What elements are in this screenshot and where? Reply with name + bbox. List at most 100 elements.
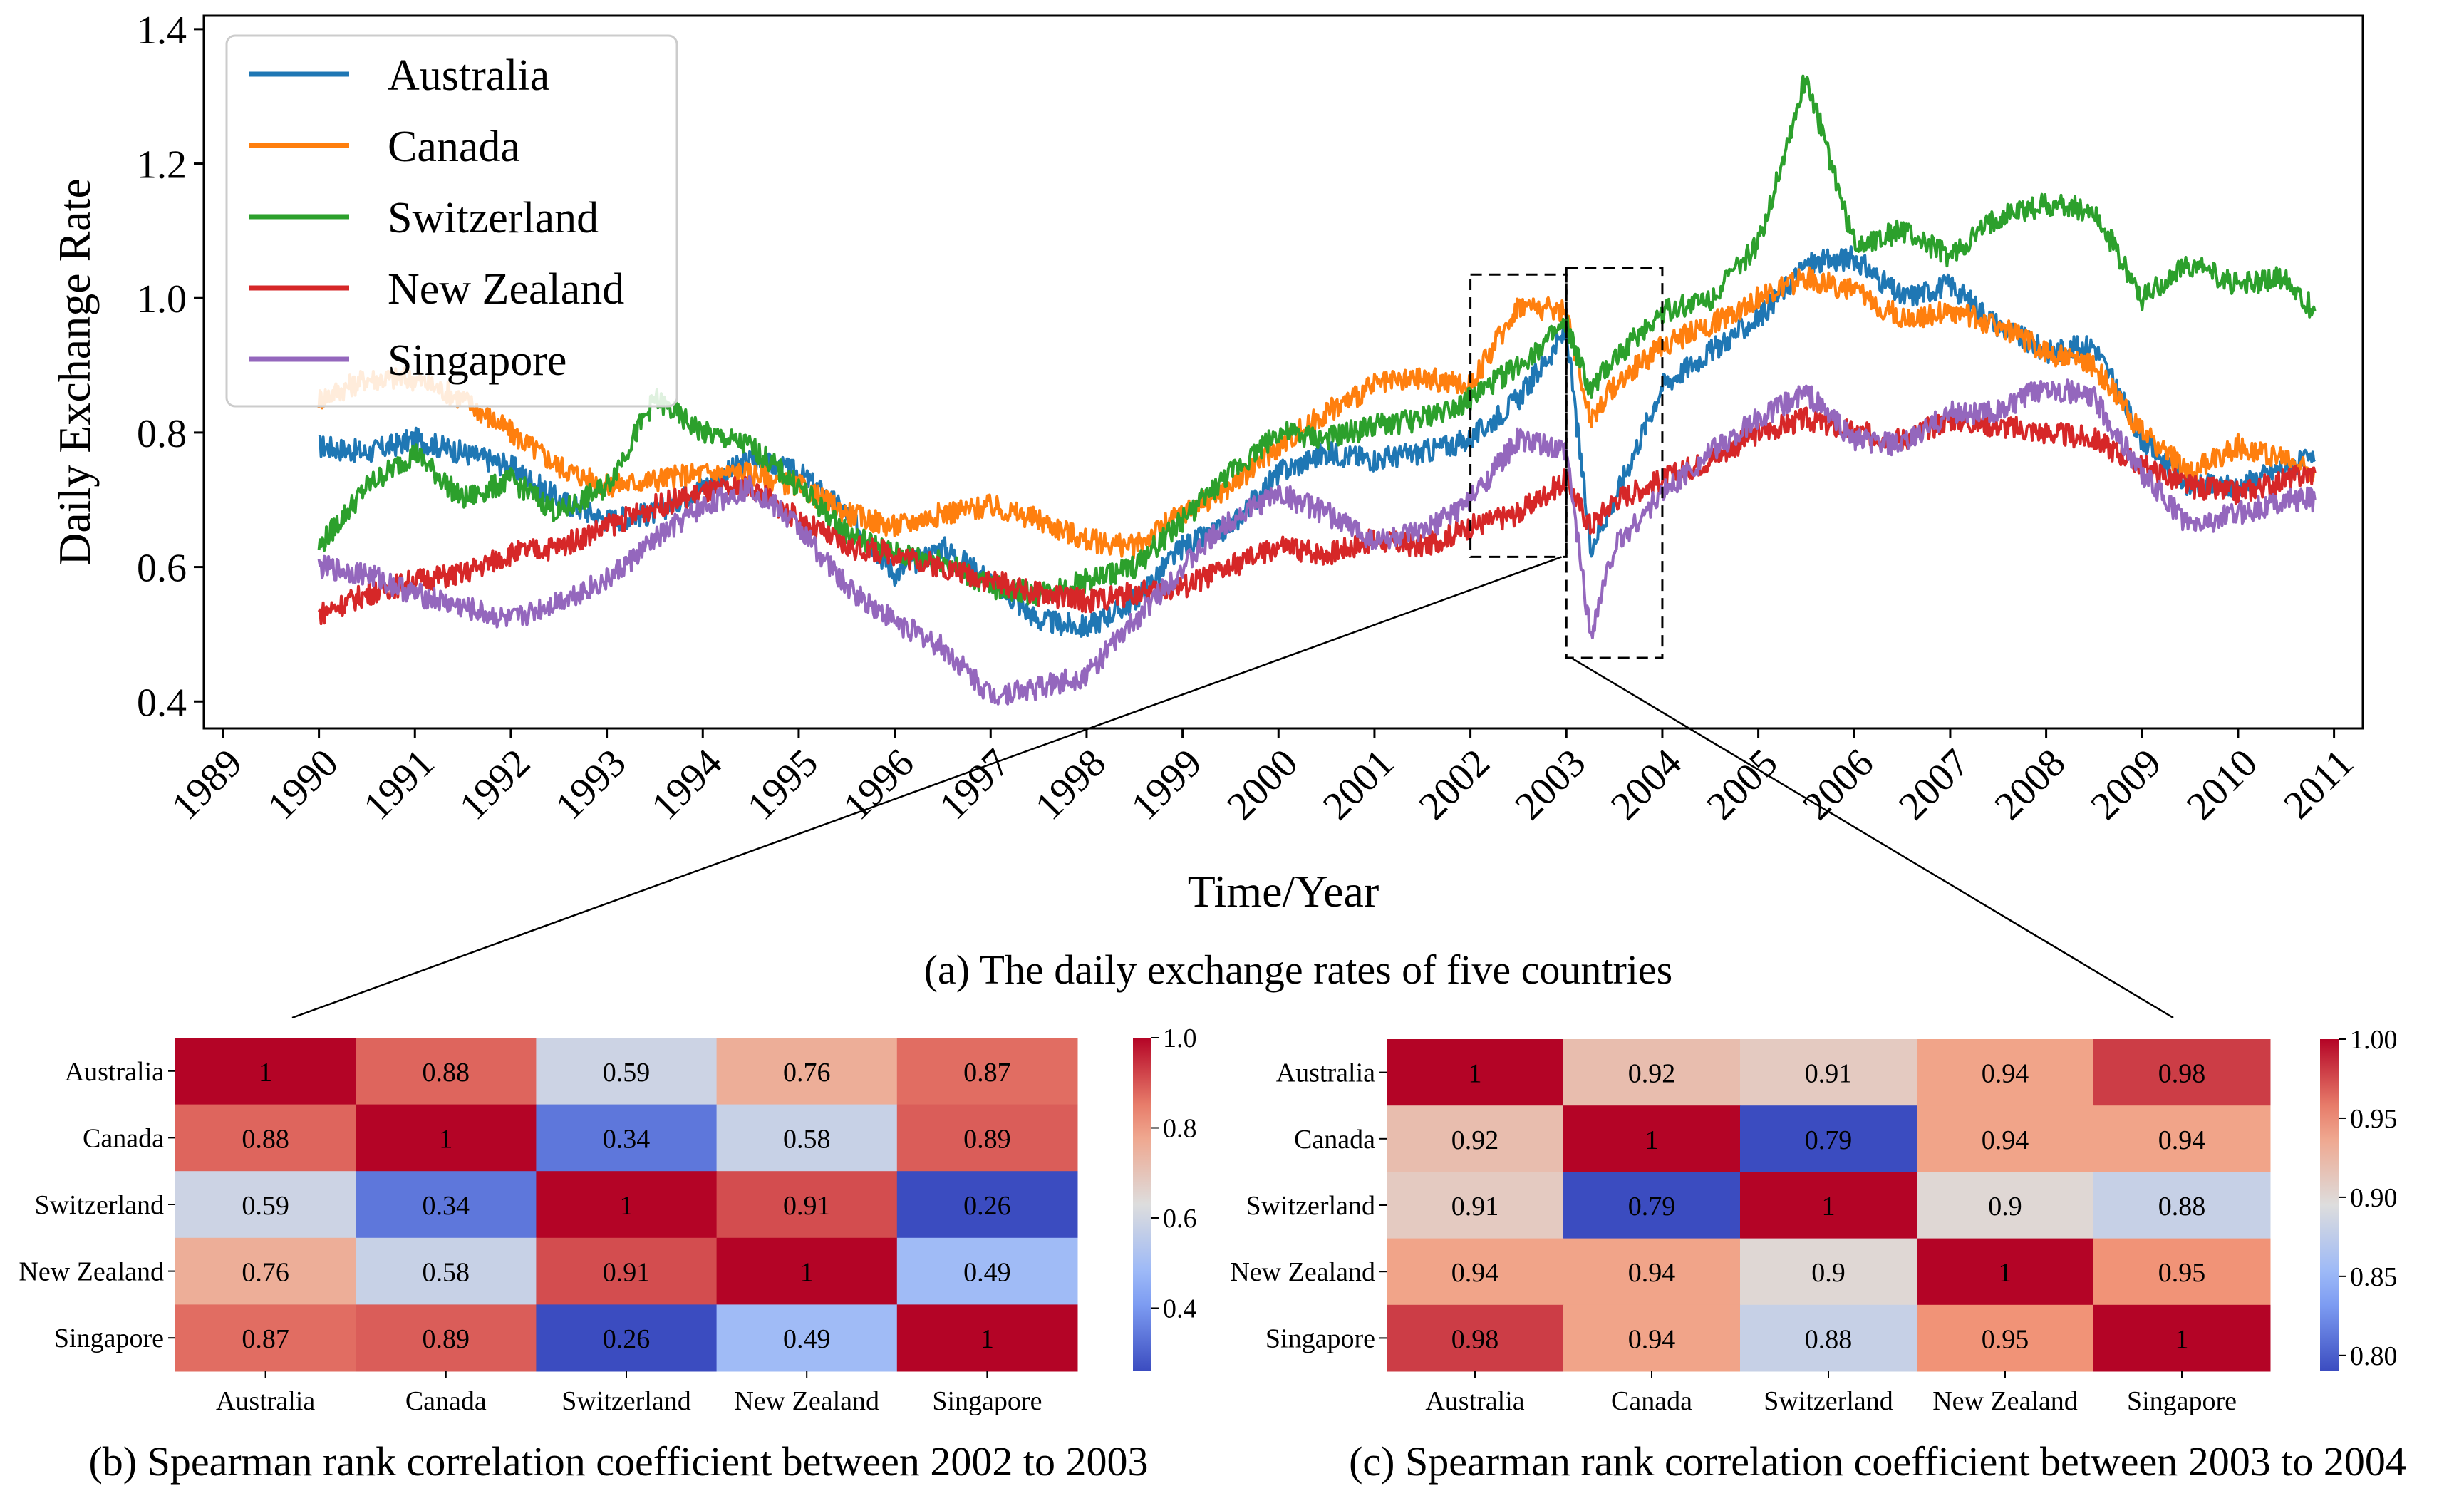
heatmap-cell — [1917, 1039, 2094, 1106]
heatmap-cell — [356, 1104, 537, 1172]
x-tick-label: 1995 — [739, 741, 827, 828]
column-label: New Zealand — [734, 1386, 879, 1416]
x-tick-label: 2005 — [1699, 741, 1786, 828]
heatmap-cell — [175, 1104, 356, 1172]
heatmap-cell-label: 0.95 — [2158, 1258, 2206, 1288]
heatmap-cell-label: 0.58 — [423, 1258, 470, 1288]
x-tick-label: 2003 — [1506, 741, 1594, 828]
x-tick-label: 1994 — [643, 741, 730, 828]
column-label: New Zealand — [1932, 1386, 2078, 1416]
heatmap-cell-label: 0.49 — [783, 1324, 831, 1354]
zoom-connector-lines — [291, 556, 2174, 1019]
heatmap-cell — [356, 1171, 537, 1239]
column-label: Canada — [405, 1386, 487, 1416]
colorbar-tick-label: 0.95 — [2350, 1104, 2398, 1134]
heatmap-cell — [1740, 1238, 1917, 1306]
plot-frame — [202, 14, 2364, 730]
heatmap-cell-label: 0.91 — [603, 1258, 651, 1288]
heatmap-cell — [896, 1038, 1078, 1105]
x-tick-label: 2000 — [1218, 741, 1306, 828]
row-label: Canada — [83, 1123, 164, 1153]
legend-label: Canada — [388, 123, 520, 171]
heatmap-cell — [1740, 1172, 1917, 1239]
heatmap-cell — [1917, 1105, 2094, 1172]
y-tick-label: 0.6 — [137, 547, 187, 591]
heatmap-cell — [1740, 1039, 1917, 1106]
colorbar-tick-label: 0.6 — [1163, 1204, 1197, 1234]
heatmap-cell — [1563, 1304, 1741, 1372]
legend-label: Switzerland — [388, 194, 599, 242]
heatmap-cell-label: 1 — [1822, 1192, 1836, 1222]
x-tick-label: 2006 — [1794, 741, 1882, 828]
heatmap-cell-label: 0.88 — [2158, 1192, 2206, 1222]
heatmap-cell-label: 0.59 — [242, 1191, 289, 1221]
series-line-australia — [318, 245, 2317, 638]
row-label: Switzerland — [1246, 1191, 1375, 1221]
column-label: Switzerland — [561, 1386, 691, 1416]
heatmap-cell-label: 0.98 — [2158, 1059, 2206, 1089]
heatmap-cell-label: 0.91 — [1451, 1192, 1499, 1222]
x-axis-label: Time/Year — [1188, 866, 1379, 917]
heatmap-cell — [1917, 1172, 2094, 1239]
heatmap-cell — [1563, 1172, 1741, 1239]
heatmap-cell — [356, 1304, 537, 1372]
heatmap-cell — [1740, 1105, 1917, 1172]
heatmap-cell — [1917, 1238, 2094, 1306]
heatmap-cell-label: 0.95 — [1982, 1324, 2029, 1354]
y-tick-label: 0.4 — [137, 681, 187, 725]
row-label: New Zealand — [19, 1257, 164, 1287]
heatmap-cell-label: 0.76 — [783, 1058, 831, 1088]
heatmap-cell — [356, 1038, 537, 1105]
column-label: Canada — [1611, 1386, 1692, 1416]
row-label: New Zealand — [1230, 1257, 1375, 1287]
heatmap-cell — [175, 1038, 356, 1105]
x-tick-label: 1992 — [451, 741, 539, 828]
column-label: Australia — [1425, 1386, 1524, 1416]
heatmap-cell — [2093, 1105, 2271, 1172]
heatmap-cell-label: 0.79 — [1805, 1125, 1853, 1155]
y-tick-label: 1.2 — [137, 143, 187, 187]
heatmap-cell-label: 1 — [2175, 1324, 2189, 1354]
heatmap-cell-label: 0.34 — [603, 1124, 651, 1154]
colorbar-tick-label: 1.00 — [2350, 1025, 2398, 1055]
heatmap-2002-2003: 1 0.88 0.59 0.76 0.87 Australia 0.88 1 0.34 0.58 0… — [19, 1023, 1196, 1416]
y-tick-label: 1.4 — [137, 9, 187, 53]
heatmap-cell-label: 0.88 — [423, 1058, 470, 1088]
heatmap-cell-label: 0.91 — [783, 1191, 831, 1221]
heatmap-cell — [896, 1171, 1078, 1239]
heatmap-cell — [716, 1237, 898, 1305]
heatmap-cell — [175, 1171, 356, 1239]
heatmap-cell — [1387, 1172, 1564, 1239]
x-tick-label: 2002 — [1411, 741, 1498, 828]
heatmap-cell-label: 0.59 — [603, 1058, 651, 1088]
heatmap-cell-label: 0.94 — [1982, 1059, 2029, 1089]
heatmap-cell — [896, 1304, 1078, 1372]
heatmap-cell — [1740, 1304, 1917, 1372]
heatmap-cell — [2093, 1238, 2271, 1306]
heatmap-b-caption: (b) Spearman rank correlation coefficien… — [88, 1438, 1148, 1485]
x-tick-label: 1997 — [931, 741, 1018, 828]
heatmap-cell — [1387, 1105, 1564, 1172]
heatmap-cell-label: 0.89 — [423, 1324, 470, 1354]
heatmap-cell-label: 1 — [1999, 1258, 2012, 1288]
heatmap-cell-label: 0.34 — [423, 1191, 470, 1221]
column-label: Singapore — [932, 1386, 1042, 1416]
heatmap-cell — [1387, 1304, 1564, 1372]
heatmap-cell — [2093, 1172, 2271, 1239]
heatmap-cell — [1917, 1304, 2094, 1372]
colorbar-tick-label: 0.80 — [2350, 1341, 2398, 1371]
heatmap-cell — [536, 1304, 718, 1372]
legend: Australia Canada Switzerland New Zealand Sin… — [225, 34, 678, 408]
heatmap-cell-label: 0.9 — [1811, 1258, 1846, 1288]
heatmap-cell — [716, 1304, 898, 1372]
heatmap-cell — [1563, 1039, 1741, 1106]
row-label: Singapore — [1265, 1324, 1375, 1353]
heatmap-cell-label: 0.91 — [1805, 1059, 1853, 1089]
row-label: Switzerland — [34, 1190, 164, 1220]
colorbar — [2320, 1039, 2339, 1371]
heatmap-cell-label: 0.94 — [1628, 1324, 1676, 1354]
colorbar-tick-label: 0.4 — [1163, 1294, 1197, 1324]
colorbar — [1133, 1038, 1151, 1371]
